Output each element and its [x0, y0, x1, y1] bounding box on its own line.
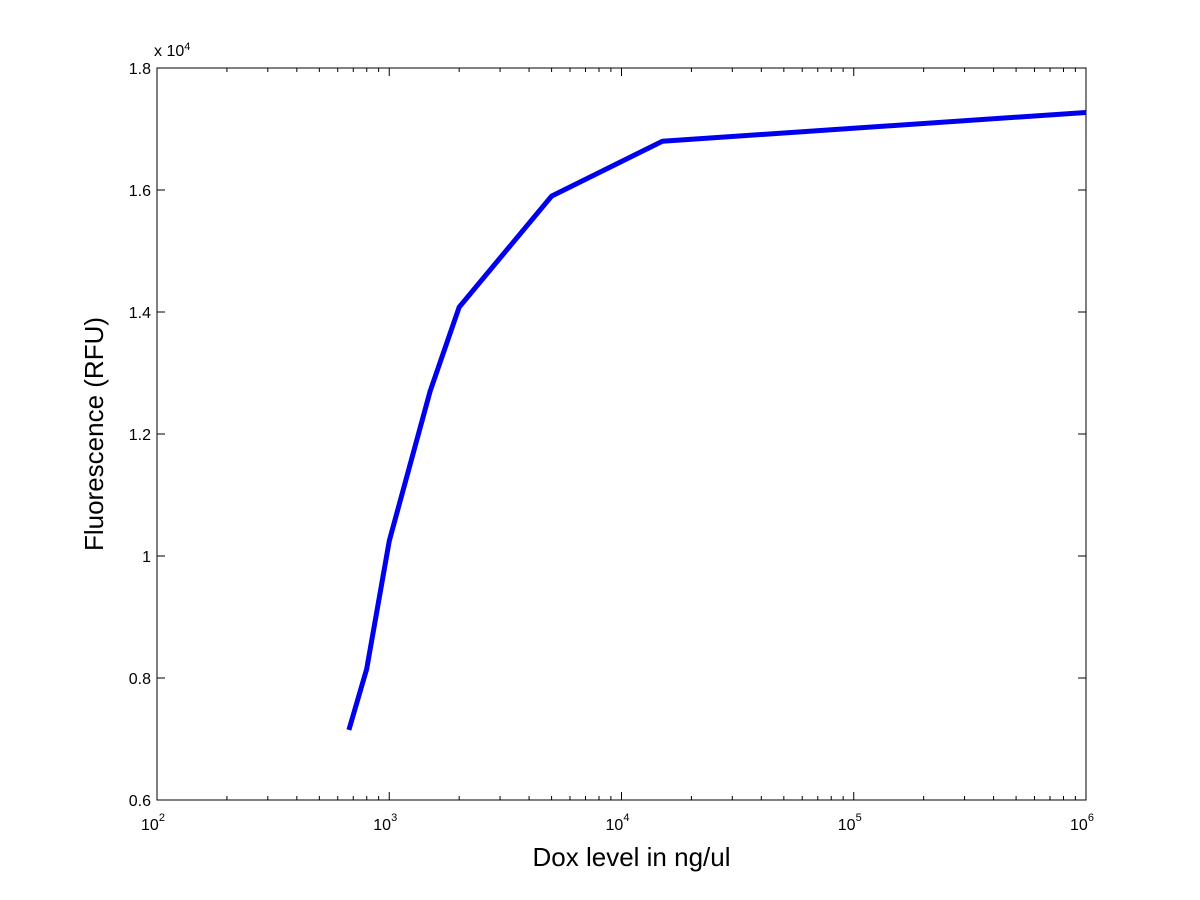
x-tick-label-exponent: 4 — [623, 812, 629, 824]
plot-area-border — [156, 67, 1087, 801]
x-tick-label-base: 10 — [1070, 817, 1088, 834]
x-tick-label-exponent: 2 — [159, 812, 165, 824]
x-tick-label-exponent: 5 — [856, 812, 862, 824]
x-tick-label-base: 10 — [373, 817, 391, 834]
y-axis-label: Fluorescence (RFU) — [79, 317, 109, 551]
y-axis-multiplier: x 104 — [154, 41, 190, 60]
y-tick-label: 0.8 — [129, 671, 151, 688]
y-axis: 0.6 0.8 1 1.2 1.4 1.6 1.8 — [129, 61, 1086, 810]
x-tick-label-base: 10 — [141, 817, 159, 834]
y-tick-label: 1.4 — [129, 305, 151, 322]
y-tick-label: 1 — [142, 549, 151, 566]
y-tick-label: 1.6 — [129, 183, 151, 200]
x-axis-label: Dox level in ng/ul — [533, 842, 731, 872]
x-tick-label: 105 — [838, 812, 862, 834]
x-tick-label: 103 — [373, 812, 397, 834]
y-tick-label: 1.8 — [129, 61, 151, 78]
y-tick-label: 1.2 — [129, 427, 151, 444]
x-tick-label-exponent: 3 — [391, 812, 397, 824]
y-tick-label: 0.6 — [129, 793, 151, 810]
x-axis: 102 103 104 105 106 — [141, 68, 1094, 834]
plot-frame — [156, 67, 1087, 801]
series-group — [346, 110, 1087, 731]
x-tick-label: 104 — [606, 812, 630, 834]
x-tick-label-base: 10 — [838, 817, 856, 834]
series-line-0 — [346, 110, 1087, 731]
x-tick-label-base: 10 — [606, 817, 624, 834]
x-tick-label: 106 — [1070, 812, 1094, 834]
x-tick-label-exponent: 6 — [1088, 812, 1094, 824]
x-tick-label: 102 — [141, 812, 165, 834]
